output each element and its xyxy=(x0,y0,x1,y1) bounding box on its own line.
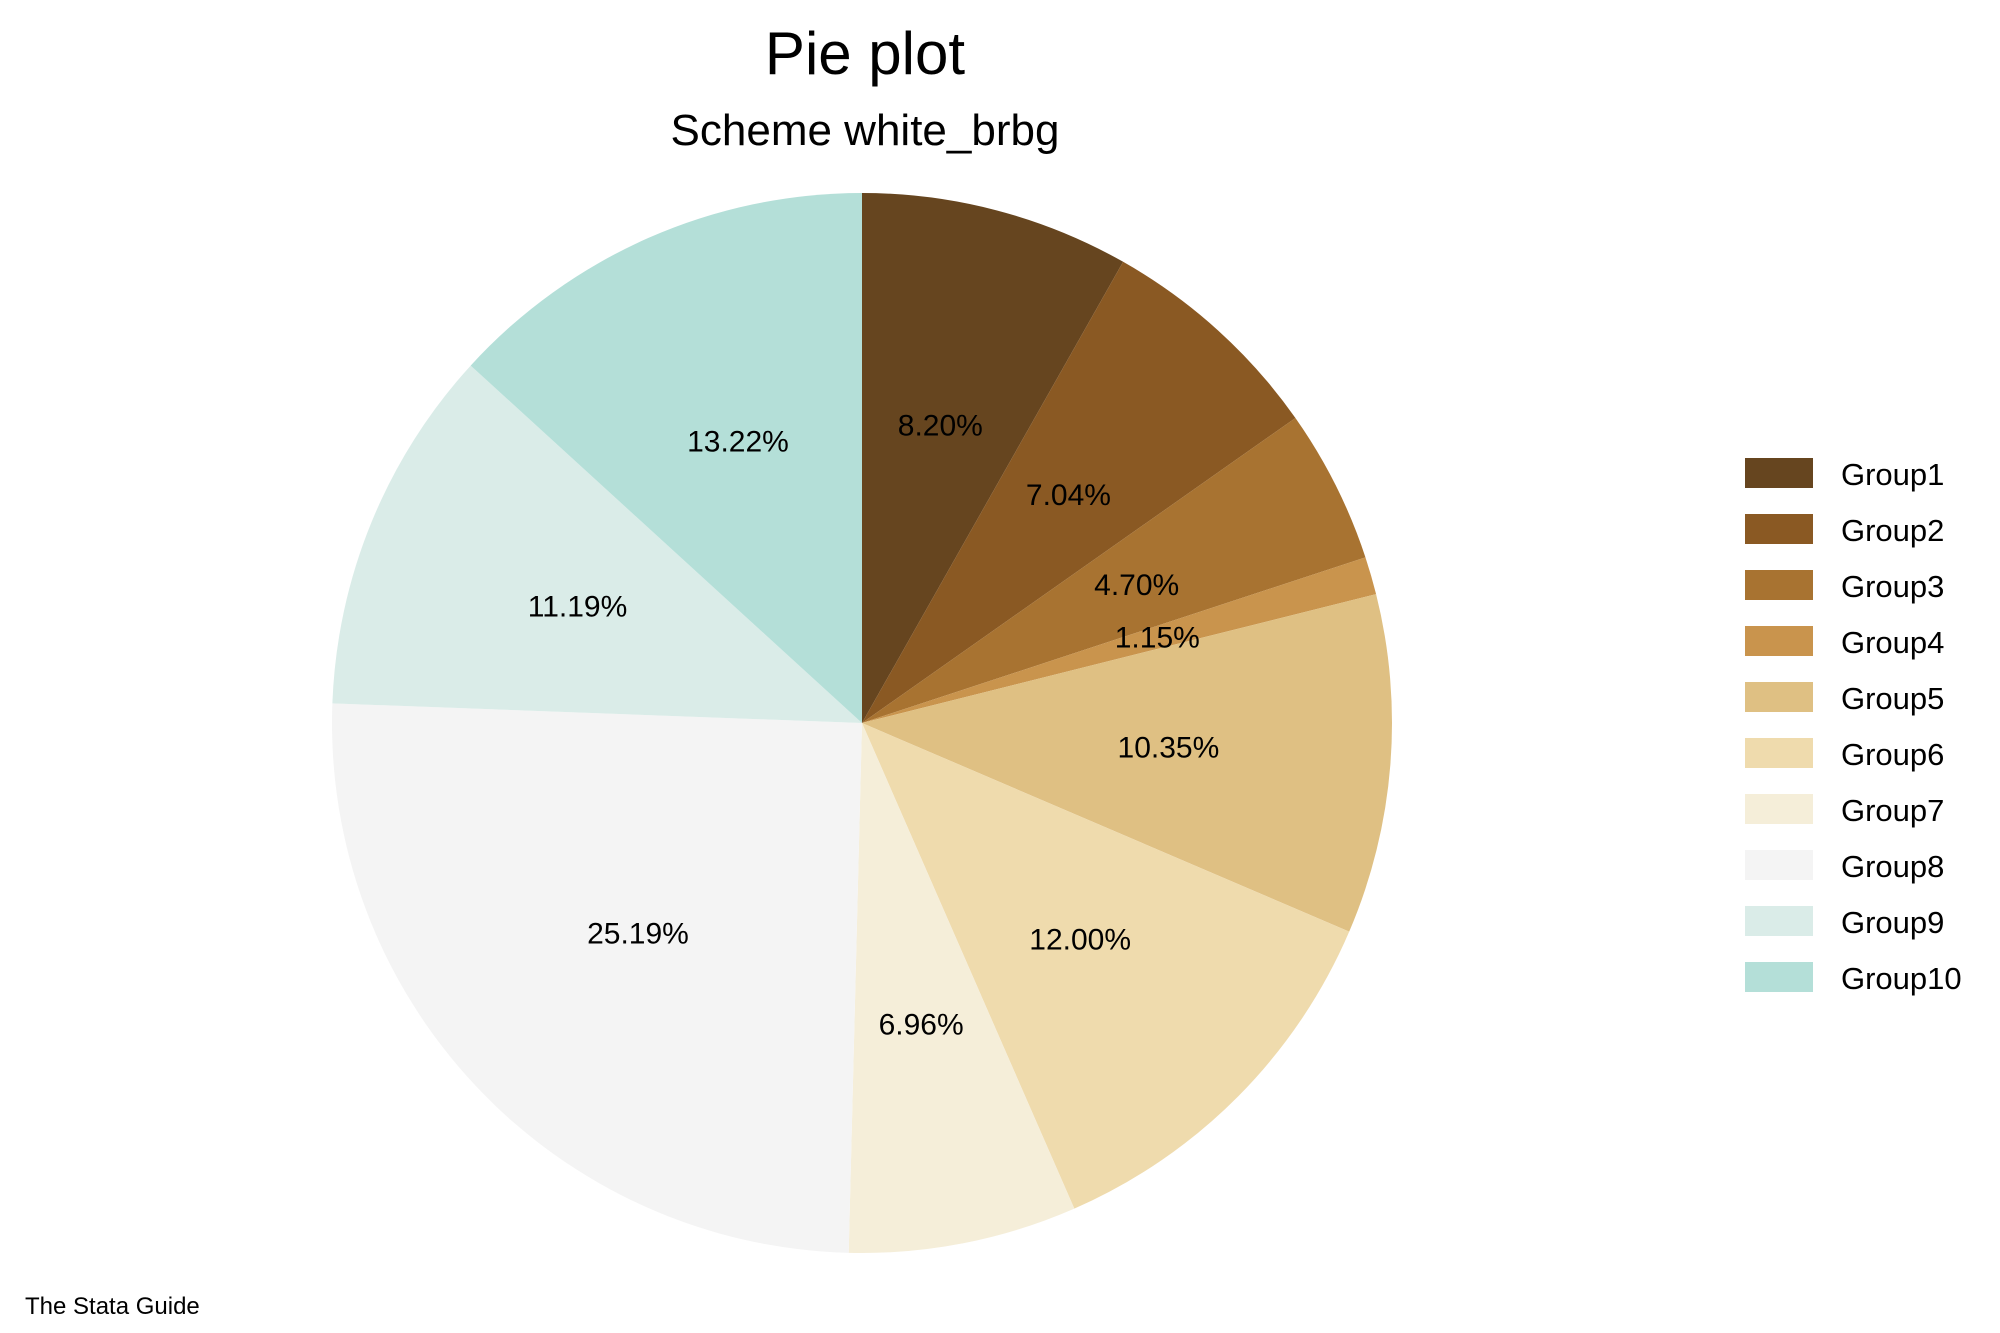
legend-swatch-group4 xyxy=(1745,626,1813,656)
pie-slice-group9 xyxy=(332,365,862,723)
slice-label-group1: 8.20% xyxy=(898,410,983,443)
legend-label-group4: Group4 xyxy=(1841,625,1944,660)
legend-swatch-group2 xyxy=(1745,514,1813,544)
chart-subtitle: Scheme white_brbg xyxy=(671,106,1060,155)
slice-label-group10: 13.22% xyxy=(687,426,789,459)
slice-label-group7: 6.96% xyxy=(879,1009,964,1042)
legend-label-group8: Group8 xyxy=(1841,849,1944,884)
legend-swatch-group7 xyxy=(1745,794,1813,824)
legend-swatch-group6 xyxy=(1745,738,1813,768)
legend-swatch-group3 xyxy=(1745,570,1813,600)
pie-slice-group8 xyxy=(331,703,862,1253)
pie-slice-group6 xyxy=(862,723,1350,1209)
slice-label-group8: 25.19% xyxy=(587,918,689,951)
pie-slice-labels: 8.20% 7.04% 4.70% 1.15% 10.35% 12.00% 6.96% 25.… xyxy=(528,410,1220,1042)
pie-slice-group5 xyxy=(862,594,1392,932)
slice-label-group2: 7.04% xyxy=(1026,479,1111,512)
legend-swatch-group9 xyxy=(1745,906,1813,936)
pie-slice-group1 xyxy=(862,193,1124,723)
legend-label-group9: Group9 xyxy=(1841,905,1944,940)
slice-label-group6: 12.00% xyxy=(1029,924,1131,957)
legend-label-group3: Group3 xyxy=(1841,569,1944,604)
legend-label-group10: Group10 xyxy=(1841,961,1962,996)
legend: Group1 Group2 Group3 Group4 Group5 Group6 Grou… xyxy=(1745,457,1962,996)
slice-label-group9: 11.19% xyxy=(528,591,628,624)
legend-swatch-group5 xyxy=(1745,682,1813,712)
pie-slice-group2 xyxy=(862,261,1296,723)
pie-slice-group7 xyxy=(848,723,1075,1253)
pie-slice-group10 xyxy=(470,192,862,723)
pie-slice-group4 xyxy=(862,557,1377,723)
chart-title: Pie plot xyxy=(765,20,965,87)
legend-swatch-group1 xyxy=(1745,458,1813,488)
slice-label-group4: 1.15% xyxy=(1115,622,1200,655)
legend-swatch-group8 xyxy=(1745,850,1813,880)
legend-label-group2: Group2 xyxy=(1841,513,1944,548)
legend-label-group1: Group1 xyxy=(1841,457,1944,492)
legend-label-group5: Group5 xyxy=(1841,681,1944,716)
slice-label-group3: 4.70% xyxy=(1094,569,1179,602)
legend-label-group7: Group7 xyxy=(1841,793,1944,828)
pie-slices xyxy=(331,192,1392,1253)
pie-slice-group3 xyxy=(862,417,1366,723)
slice-label-group5: 10.35% xyxy=(1118,731,1220,764)
legend-swatch-group10 xyxy=(1745,962,1813,992)
legend-label-group6: Group6 xyxy=(1841,737,1944,772)
chart-note: The Stata Guide xyxy=(25,1293,200,1320)
